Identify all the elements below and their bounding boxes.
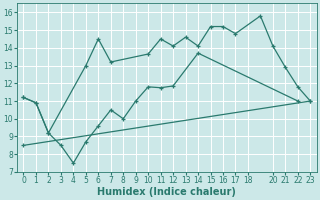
X-axis label: Humidex (Indice chaleur): Humidex (Indice chaleur) [98, 187, 236, 197]
